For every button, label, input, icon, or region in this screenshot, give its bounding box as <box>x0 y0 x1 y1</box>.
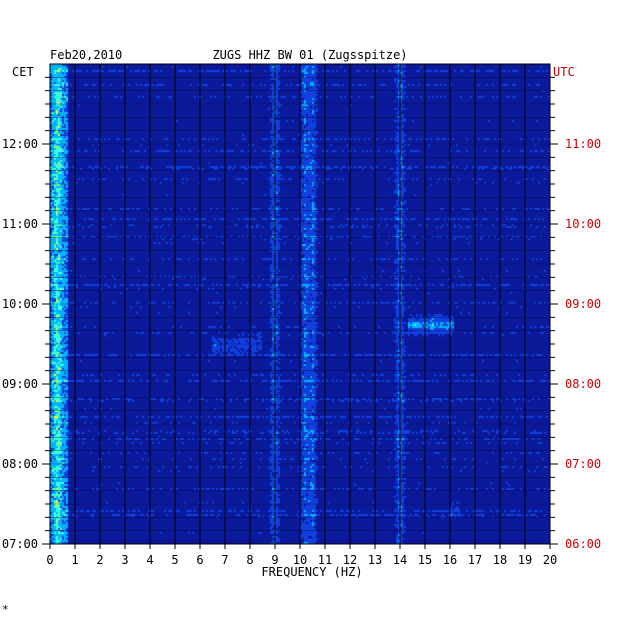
footer-mark: * <box>2 603 9 616</box>
cet-tick-label: 08:00 <box>2 457 38 471</box>
x-tick-label: 9 <box>271 553 278 567</box>
x-tick-label: 5 <box>171 553 178 567</box>
cet-tick-label: 11:00 <box>2 217 38 231</box>
x-tick-label: 16 <box>443 553 457 567</box>
x-tick-label: 12 <box>343 553 357 567</box>
x-tick-label: 2 <box>96 553 103 567</box>
cet-tick-label: 09:00 <box>2 377 38 391</box>
utc-tick-label: 08:00 <box>565 377 601 391</box>
x-tick-label: 17 <box>468 553 482 567</box>
x-tick-label: 13 <box>368 553 382 567</box>
x-tick-label: 14 <box>393 553 407 567</box>
x-tick-label: 4 <box>146 553 153 567</box>
x-tick-label: 0 <box>46 553 53 567</box>
chart-date-title: Feb20,2010 <box>50 48 122 62</box>
x-tick-label: 6 <box>196 553 203 567</box>
x-axis-label: FREQUENCY (HZ) <box>261 565 362 579</box>
x-tick-label: 19 <box>518 553 532 567</box>
x-tick-label: 20 <box>543 553 557 567</box>
cet-tick-label: 12:00 <box>2 137 38 151</box>
plot-grid <box>49 63 551 545</box>
x-axis-ticks: 0 1 2 3 4 5 6 7 8 9 10 11 12 13 14 15 16 17 18 19 20 <box>46 544 557 567</box>
chart-station-title: ZUGS HHZ BW 01 (Zugsspitze) <box>212 48 407 62</box>
utc-tick-label: 10:00 <box>565 217 601 231</box>
x-tick-label: 11 <box>318 553 332 567</box>
x-tick-label: 10 <box>293 553 307 567</box>
x-tick-label: 1 <box>71 553 78 567</box>
x-tick-label: 18 <box>493 553 507 567</box>
x-tick-label: 15 <box>418 553 432 567</box>
x-tick-label: 3 <box>121 553 128 567</box>
utc-tick-label: 06:00 <box>565 537 601 551</box>
utc-tick-label: 09:00 <box>565 297 601 311</box>
cet-axis-label: CET <box>12 65 34 79</box>
x-tick-label: 7 <box>221 553 228 567</box>
utc-axis-label: UTC <box>553 65 575 79</box>
time-axis-ticks: 12:00 11:00 10:00 09:00 08:00 07:00 11:00 10:00… <box>2 76 601 551</box>
x-tick-label: 8 <box>246 553 253 567</box>
cet-tick-label: 07:00 <box>2 537 38 551</box>
utc-tick-label: 11:00 <box>565 137 601 151</box>
utc-tick-label: 07:00 <box>565 457 601 471</box>
cet-tick-label: 10:00 <box>2 297 38 311</box>
